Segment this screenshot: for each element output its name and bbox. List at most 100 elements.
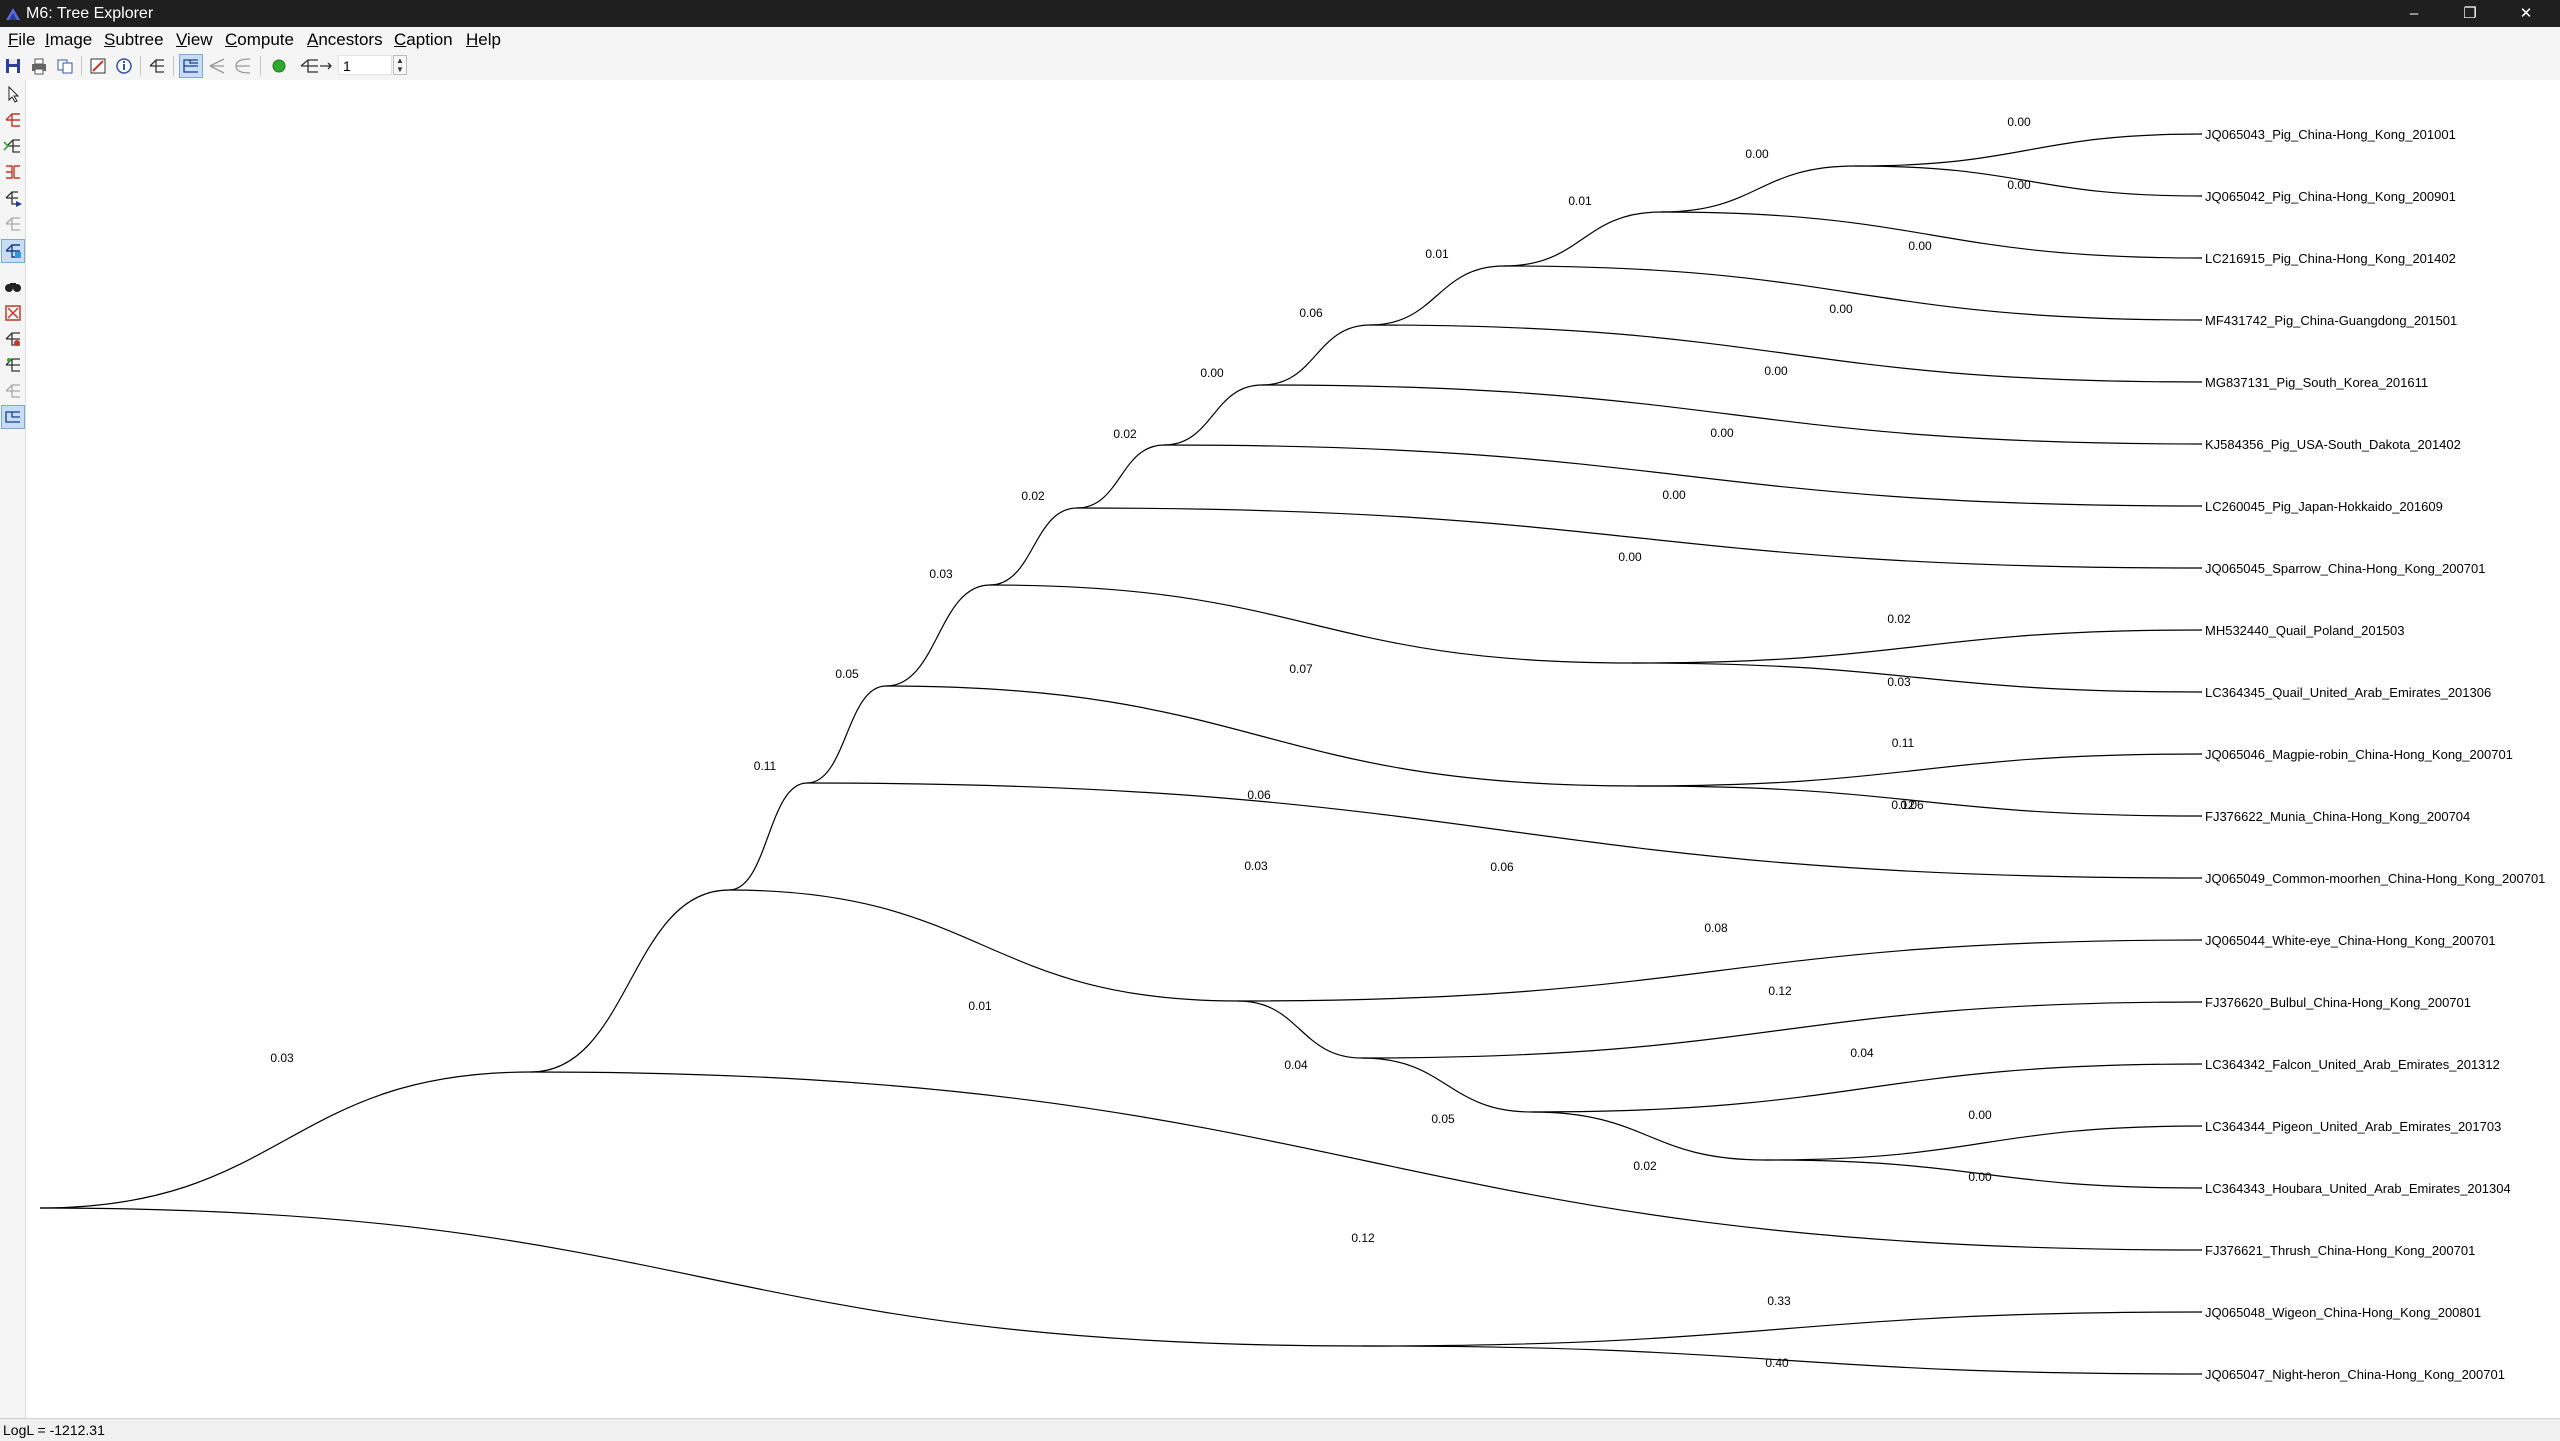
tree-branch[interactable]	[1631, 629, 2203, 664]
tree-branch[interactable]	[1660, 165, 1856, 213]
tree-branch[interactable]	[728, 782, 808, 891]
align-taxa-icon[interactable]	[1, 405, 25, 429]
tree-branch[interactable]	[989, 507, 1078, 586]
save-icon[interactable]	[2, 55, 24, 77]
tree-branch[interactable]	[806, 685, 887, 784]
taxon-label[interactable]: JQ065045_Sparrow_China-Hong_Kong_200701	[2205, 561, 2485, 576]
taxon-label[interactable]: JQ065048_Wigeon_China-Hong_Kong_200801	[2205, 1305, 2481, 1320]
compress-subtree-icon[interactable]	[2, 161, 24, 183]
taxon-label[interactable]: JQ065049_Common-moorhen_China-Hong_Kong_…	[2205, 871, 2545, 886]
tree-branch[interactable]	[1361, 1345, 2203, 1375]
tree-branch[interactable]	[1660, 211, 2203, 259]
tree-branch[interactable]	[1531, 1111, 1766, 1161]
root-on-branch-icon[interactable]	[2, 187, 24, 209]
taxon-label[interactable]: LC364344_Pigeon_United_Arab_Emirates_201…	[2205, 1119, 2501, 1134]
minimize-button[interactable]: –	[2409, 5, 2419, 22]
branch-info-icon[interactable]	[2, 354, 24, 376]
tree-branch[interactable]	[806, 782, 2203, 879]
tree-canvas[interactable]: JQ065043_Pig_China-Hong_Kong_201001 JQ065…	[26, 80, 2560, 1418]
taxon-label[interactable]: LC364343_Houbara_United_Arab_Emirates_20…	[2205, 1181, 2511, 1196]
tree-branch[interactable]	[1503, 265, 2203, 321]
pointer-icon[interactable]	[2, 83, 24, 105]
copy-icon[interactable]	[54, 55, 76, 77]
taxon-label[interactable]: JQ065042_Pig_China-Hong_Kong_200901	[2205, 189, 2456, 204]
circle-tree-icon[interactable]	[232, 55, 254, 77]
menu-help[interactable]: Help	[466, 30, 501, 49]
zoom-spinner[interactable]: ▲ ▼	[393, 55, 407, 75]
taxon-label[interactable]: JQ065044_White-eye_China-Hong_Kong_20070…	[2205, 933, 2496, 948]
menu-ancestors[interactable]: Ancestors	[307, 30, 383, 49]
print-icon[interactable]	[28, 55, 50, 77]
tree-branch[interactable]	[1531, 1063, 2203, 1113]
tree-branch[interactable]	[1163, 384, 1263, 446]
tree-branch[interactable]	[989, 584, 1633, 664]
tree-branch[interactable]	[1369, 324, 2203, 383]
collapse-icon[interactable]	[2, 213, 24, 235]
menu-caption[interactable]: Caption	[394, 30, 453, 49]
tree-branch[interactable]	[1635, 753, 2203, 787]
tree-branch[interactable]	[530, 889, 730, 1073]
close-button[interactable]: ✕	[2519, 5, 2533, 22]
select-subtree-icon[interactable]	[1, 239, 25, 263]
menu-compute[interactable]: Compute	[225, 30, 294, 49]
taxon-label[interactable]: JQ065046_Magpie-robin_China-Hong_Kong_20…	[2205, 747, 2513, 762]
taxon-label[interactable]: JQ065047_Night-heron_China-Hong_Kong_200…	[2205, 1367, 2505, 1382]
tree-branch[interactable]	[885, 584, 991, 687]
tree-branch[interactable]	[39, 1071, 532, 1209]
tree-branch[interactable]	[1261, 324, 1371, 386]
tree-branch[interactable]	[1361, 1001, 2203, 1059]
tree-branch[interactable]	[1764, 1159, 2203, 1189]
taxon-label[interactable]: FJ376620_Bulbul_China-Hong_Kong_200701	[2205, 995, 2471, 1010]
tree-branch[interactable]	[1361, 1311, 2203, 1347]
tree-branch[interactable]	[1076, 444, 1165, 509]
straight-tree-icon[interactable]	[206, 55, 228, 77]
swap-subtree-icon[interactable]	[2, 135, 24, 157]
tree-branch[interactable]	[39, 1207, 1363, 1347]
phylogenetic-tree[interactable]: JQ065043_Pig_China-Hong_Kong_201001 JQ065…	[26, 80, 2560, 1418]
tree-branch[interactable]	[1237, 939, 2203, 1002]
tree-width-icon[interactable]	[298, 55, 334, 77]
tree-branch[interactable]	[1503, 211, 1662, 267]
information-icon[interactable]	[113, 55, 135, 77]
tree-branch[interactable]	[530, 1071, 2203, 1251]
rectangular-tree-icon[interactable]	[179, 54, 203, 78]
taxon-label[interactable]: LC364342_Falcon_United_Arab_Emirates_201…	[2205, 1057, 2500, 1072]
tree-branch[interactable]	[1854, 165, 2203, 197]
tree-branch[interactable]	[1163, 444, 2203, 507]
tree-branch[interactable]	[885, 685, 1637, 787]
taxon-label[interactable]: KJ584356_Pig_USA-South_Dakota_201402	[2205, 437, 2461, 452]
green-dot-icon[interactable]	[268, 55, 290, 77]
taxon-label[interactable]: FJ376621_Thrush_China-Hong_Kong_200701	[2205, 1243, 2475, 1258]
menu-file[interactable]: File	[8, 30, 36, 49]
compress-all-icon[interactable]	[2, 302, 24, 324]
menu-view[interactable]: View	[176, 30, 213, 49]
menu-subtree[interactable]: Subtree	[104, 30, 164, 49]
tree-branch[interactable]	[1261, 384, 2203, 445]
taxon-label[interactable]: LC216915_Pig_China-Hong_Kong_201402	[2205, 251, 2456, 266]
taxon-label[interactable]: MF431742_Pig_China-Guangdong_201501	[2205, 313, 2457, 328]
tree-branch[interactable]	[1854, 133, 2203, 167]
taxon-label[interactable]: LC364345_Quail_United_Arab_Emirates_2013…	[2205, 685, 2491, 700]
subtree-format-icon[interactable]	[2, 328, 24, 350]
menu-image[interactable]: Image	[45, 30, 93, 49]
taxon-label[interactable]: JQ065043_Pig_China-Hong_Kong_201001	[2205, 127, 2456, 142]
draw-style-icon[interactable]	[87, 55, 109, 77]
search-icon[interactable]	[2, 276, 24, 298]
tree-branch[interactable]	[1076, 507, 2203, 569]
cluster-icon[interactable]	[2, 380, 24, 402]
tree-branch[interactable]	[1635, 785, 2203, 817]
tree-branch[interactable]	[1237, 1000, 1363, 1059]
taxon-label[interactable]: MG837131_Pig_South_Korea_201611	[2205, 375, 2428, 390]
tree-branch[interactable]	[728, 889, 1239, 1002]
tree-branch[interactable]	[1764, 1125, 2203, 1161]
restore-button[interactable]: ❐	[2463, 5, 2477, 22]
flip-subtree-icon[interactable]	[2, 109, 24, 131]
tree-style-icon[interactable]	[146, 55, 168, 77]
zoom-input[interactable]: 1	[338, 55, 392, 75]
tree-branch[interactable]	[1369, 265, 1505, 326]
tree-branch[interactable]	[1361, 1057, 1533, 1113]
taxon-label[interactable]: FJ376622_Munia_China-Hong_Kong_200704	[2205, 809, 2470, 824]
taxon-label[interactable]: MH532440_Quail_Poland_201503	[2205, 623, 2405, 638]
tree-branch[interactable]	[1631, 662, 2203, 693]
taxon-label[interactable]: LC260045_Pig_Japan-Hokkaido_201609	[2205, 499, 2443, 514]
